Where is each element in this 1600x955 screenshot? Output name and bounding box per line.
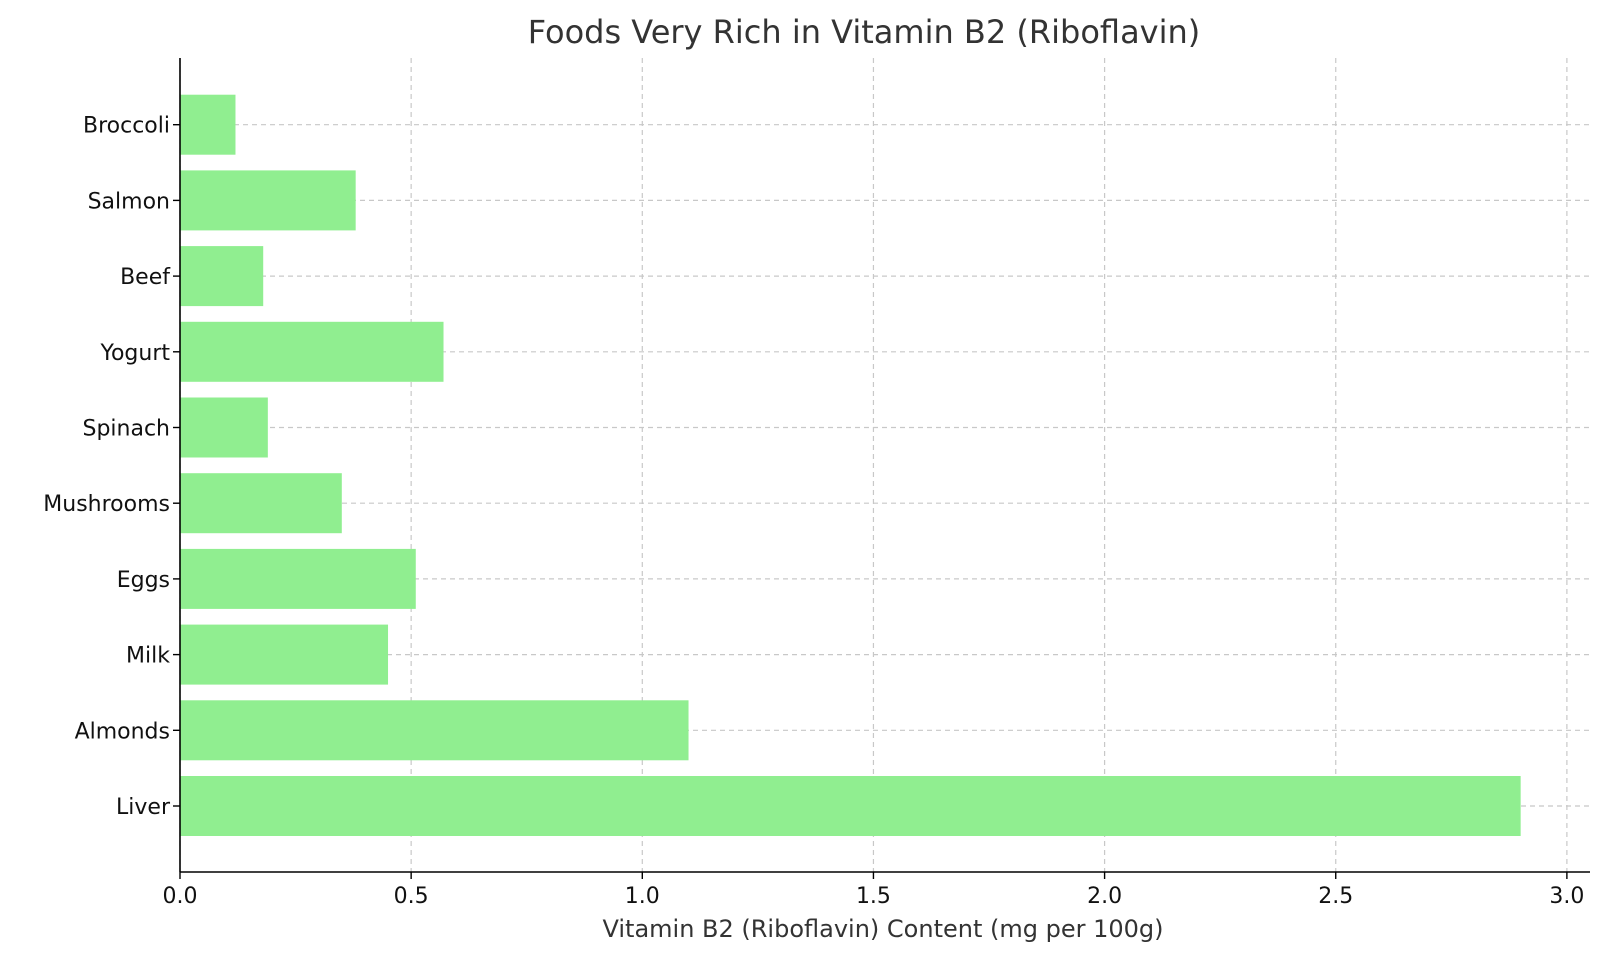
- x-tick-label-2: 1.0: [625, 884, 660, 909]
- y-tick-label-broccoli: Broccoli: [83, 114, 170, 139]
- x-tick-label-3: 1.5: [856, 884, 891, 909]
- y-tick-label-salmon: Salmon: [88, 189, 170, 214]
- x-tick-label-1: 0.5: [394, 884, 429, 909]
- x-tick-label-6: 3.0: [1549, 884, 1584, 909]
- bar-almonds: [180, 700, 689, 761]
- y-tick-labels: Liver Almonds Milk Eggs Mushrooms Spinach Yogu…: [43, 114, 171, 820]
- bar-eggs: [180, 548, 416, 609]
- x-tick-labels: 0.0 0.5 1.0 1.5 2.0 2.5 3.0: [163, 884, 1585, 909]
- y-tick-label-yogurt: Yogurt: [99, 341, 170, 366]
- bar-milk: [180, 624, 389, 685]
- y-tick-label-eggs: Eggs: [117, 568, 170, 593]
- y-tick-label-mushrooms: Mushrooms: [43, 492, 170, 517]
- bar-spinach: [180, 397, 268, 458]
- bar-mushrooms: [180, 473, 342, 534]
- y-tick-label-liver: Liver: [116, 795, 171, 820]
- y-tick-label-spinach: Spinach: [82, 417, 170, 442]
- x-axis-label: Vitamin B2 (Riboflavin) Content (mg per …: [602, 915, 1163, 943]
- bar-broccoli: [180, 94, 236, 155]
- x-tick-label-0: 0.0: [163, 884, 198, 909]
- bars-group: [180, 94, 1521, 836]
- x-tick-label-5: 2.5: [1318, 884, 1353, 909]
- bar-yogurt: [180, 321, 444, 382]
- bar-liver: [180, 776, 1521, 836]
- y-tick-label-milk: Milk: [126, 644, 170, 669]
- y-tick-label-beef: Beef: [120, 265, 171, 290]
- chart-title: Foods Very Rich in Vitamin B2 (Riboflavi…: [528, 13, 1201, 51]
- y-tick-label-almonds: Almonds: [75, 719, 170, 744]
- bar-salmon: [180, 170, 356, 231]
- bar-beef: [180, 246, 264, 307]
- axes-group: [173, 58, 1590, 879]
- x-tick-label-4: 2.0: [1087, 884, 1122, 909]
